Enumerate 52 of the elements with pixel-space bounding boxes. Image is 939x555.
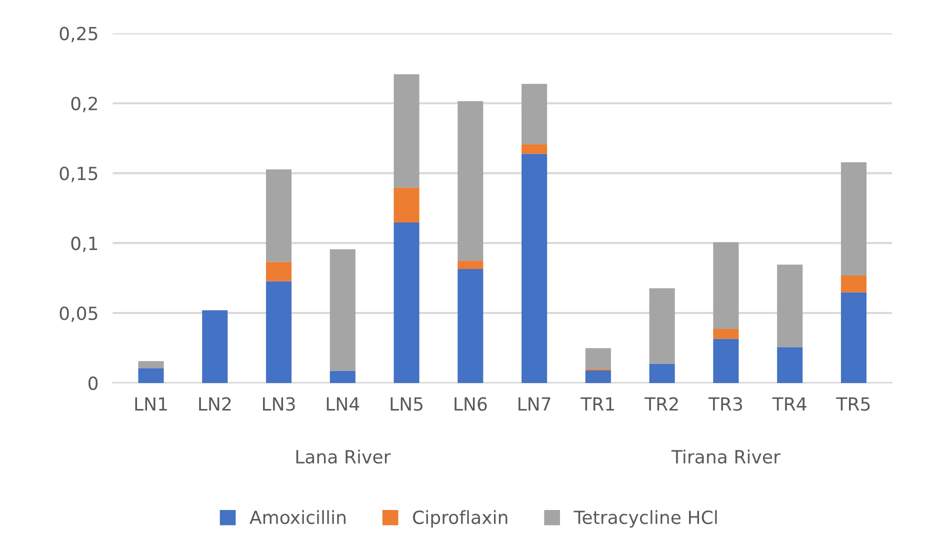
- bar: [266, 281, 292, 383]
- bar: [266, 169, 292, 262]
- bar: [713, 328, 739, 339]
- bar: [840, 276, 866, 292]
- y-tick-label: 0,25: [60, 26, 98, 42]
- y-tick-label: 0,05: [60, 306, 98, 322]
- bar: [777, 347, 803, 383]
- bar: [522, 84, 548, 144]
- bar: [458, 260, 484, 269]
- text: Tirana River: [671, 450, 780, 464]
- bar: [458, 101, 484, 261]
- bar: [585, 370, 611, 383]
- legend-label: Ciproflaxin: [413, 510, 508, 528]
- bar: [649, 364, 675, 383]
- x-tick-label: TR2: [644, 397, 678, 411]
- bar: [458, 268, 484, 383]
- bar: [330, 249, 356, 371]
- x-tick-label: LN3: [263, 397, 295, 411]
- text: Lana River: [296, 450, 391, 464]
- bar: [394, 222, 420, 383]
- y-tick-label: 0,2: [71, 96, 97, 112]
- x-tick-label: LN2: [199, 397, 231, 411]
- bar: [522, 144, 548, 154]
- y-tick-label: 0,15: [60, 166, 98, 182]
- bar: [266, 262, 292, 282]
- x-tick-label: LN1: [135, 397, 167, 411]
- bar: [713, 338, 739, 383]
- bar: [649, 288, 675, 364]
- x-tick-label: LN6: [454, 397, 487, 411]
- x-tick-label: LN7: [518, 397, 550, 411]
- x-tick-label: LN5: [390, 397, 422, 411]
- y-tick-label: 0,1: [71, 236, 98, 252]
- bar: [713, 242, 739, 329]
- x-tick-label: TR3: [708, 397, 742, 411]
- x-tick-label: TR5: [836, 397, 870, 411]
- x-tick-label: TR1: [580, 397, 614, 411]
- bar: [394, 188, 420, 223]
- bar: [138, 368, 164, 383]
- bar: [585, 348, 611, 370]
- bar: [330, 370, 356, 383]
- legend-label: Amoxicillin: [250, 510, 346, 524]
- legend-label: Tetracycline HCl: [574, 510, 717, 528]
- bar: [138, 361, 164, 368]
- x-tick-label: TR4: [772, 397, 806, 411]
- bar: [394, 74, 420, 188]
- y-tick-label: 0: [88, 376, 98, 390]
- bar: [777, 264, 803, 348]
- bar: [202, 310, 228, 383]
- bar: [522, 154, 548, 383]
- bar: [840, 162, 866, 276]
- bar: [840, 292, 866, 383]
- x-tick-label: LN4: [326, 397, 360, 411]
